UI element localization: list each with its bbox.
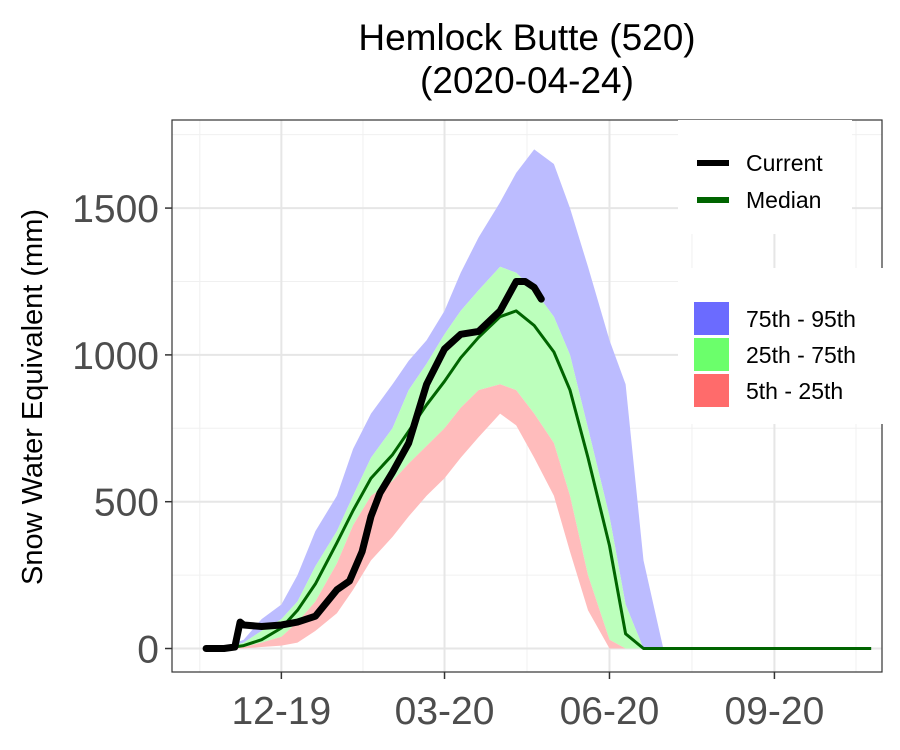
y-tick-label: 500 bbox=[94, 482, 159, 525]
legend-p25-75-key bbox=[694, 338, 729, 371]
median-line bbox=[206, 309, 872, 650]
legend-lines-background bbox=[678, 120, 852, 234]
series-lines bbox=[202, 278, 872, 652]
x-tick-label: 03-20 bbox=[395, 690, 495, 733]
y-tick-label: 1000 bbox=[72, 335, 159, 378]
legend-median-label: Median bbox=[746, 187, 821, 213]
percentile-bands bbox=[206, 149, 872, 649]
legend-p5-25-label: 5th - 25th bbox=[746, 378, 843, 404]
legend-p75-95-key bbox=[694, 302, 729, 335]
band-75th-95th bbox=[206, 149, 872, 649]
chart-title: Hemlock Butte (520) bbox=[358, 17, 695, 58]
y-tick-label: 0 bbox=[137, 629, 159, 672]
legend-bands: 75th - 95th 25th - 75th 5th - 25th bbox=[678, 268, 890, 424]
legend-lines: Current Median bbox=[678, 120, 852, 234]
legend-current-label: Current bbox=[746, 150, 823, 176]
y-axis-label: Snow Water Equivalent (mm) bbox=[17, 209, 49, 585]
y-tick-label: 1500 bbox=[72, 188, 159, 231]
chart-subtitle: (2020-04-24) bbox=[420, 60, 634, 101]
legend-p25-75-label: 25th - 75th bbox=[746, 342, 856, 368]
current-line bbox=[202, 278, 545, 652]
legend-p75-95-label: 75th - 95th bbox=[746, 306, 856, 332]
axis-ticks: 0 500 1000 1500 12-19 03-20 06-20 09-20 bbox=[72, 188, 824, 733]
x-tick-label: 12-19 bbox=[231, 690, 331, 733]
band-25th-75th bbox=[206, 266, 872, 649]
band-5th-25th bbox=[206, 384, 872, 649]
x-tick-label: 09-20 bbox=[725, 690, 825, 733]
x-tick-label: 06-20 bbox=[560, 690, 660, 733]
legend-p5-25-key bbox=[694, 374, 729, 407]
